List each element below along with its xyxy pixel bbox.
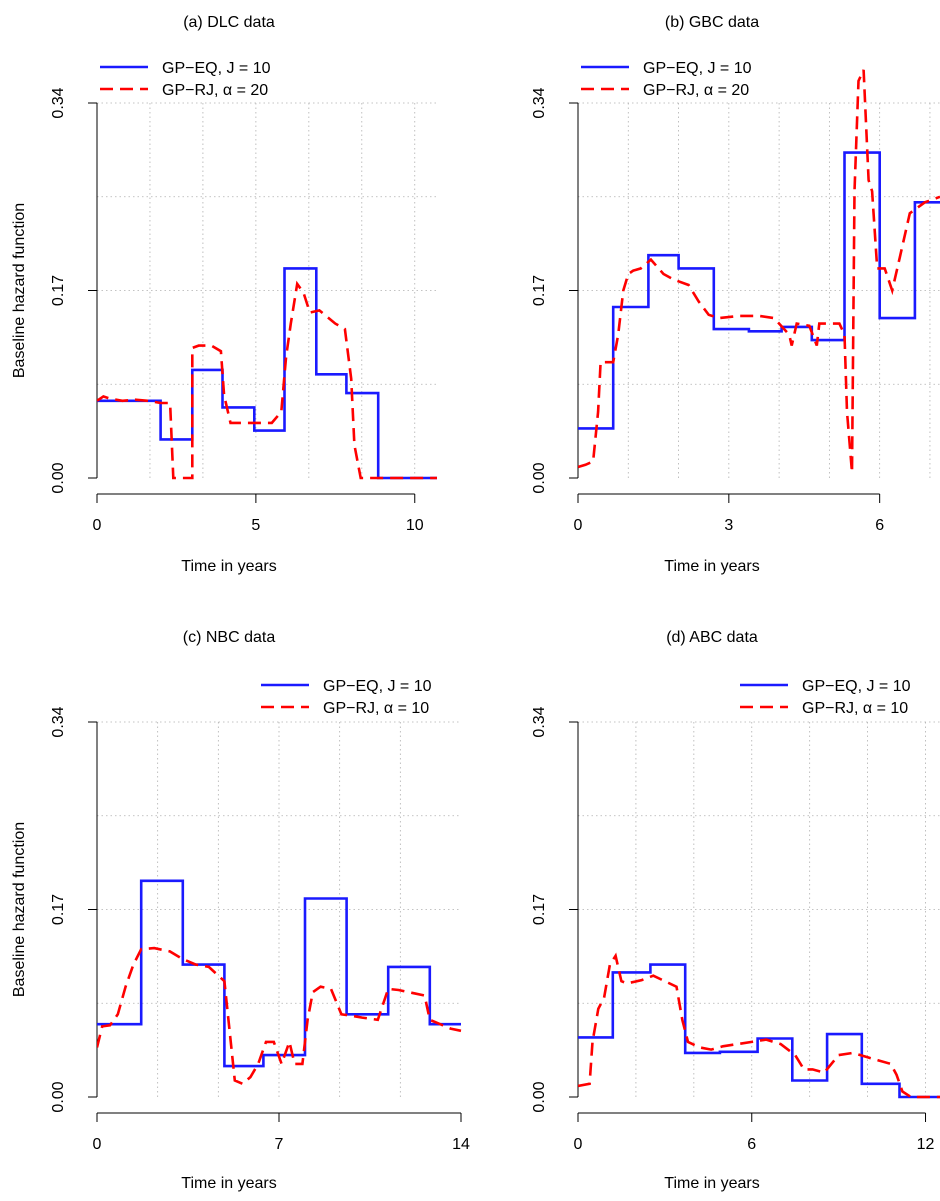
series-line-gp-eq (578, 151, 940, 430)
chart-panel-1: (a) DLC data 0.00 0.17 0.34 0 5 10 Time in year… (11, 14, 437, 575)
x-axis (577, 1112, 927, 1122)
series-group (97, 267, 437, 480)
series-line-gp-rj (578, 69, 940, 473)
x-tick-label: 7 (275, 1136, 284, 1153)
y-tick-label: 0.17 (531, 275, 548, 306)
x-tick-label: 6 (875, 517, 884, 534)
chart-title: (a) DLC data (183, 14, 275, 31)
x-axis (96, 1112, 462, 1122)
y-axis (569, 721, 579, 1098)
gridlines (97, 102, 437, 478)
legend: GP−EQ, J = 10 GP−RJ, α = 20 (581, 60, 752, 99)
x-axis (96, 493, 416, 503)
x-tick-label: 0 (93, 1136, 102, 1153)
series-group (578, 952, 940, 1099)
y-tick-label: 0.34 (50, 706, 67, 737)
x-axis-label: Time in years (181, 1175, 276, 1192)
series-line-gp-rj (578, 952, 940, 1099)
series-line-gp-eq (578, 963, 940, 1099)
gridlines (578, 102, 940, 478)
y-tick-label: 0.00 (531, 462, 548, 493)
legend-label: GP−RJ, α = 20 (643, 82, 749, 99)
y-axis-label: Baseline hazard function (11, 822, 28, 997)
series-line-gp-eq (97, 267, 437, 480)
gridlines (97, 721, 461, 1097)
legend-label: GP−EQ, J = 10 (323, 678, 432, 695)
legend-label: GP−RJ, α = 10 (323, 700, 429, 717)
x-axis-label: Time in years (181, 558, 276, 575)
y-axis-label: Baseline hazard function (11, 203, 28, 378)
x-tick-label: 3 (724, 517, 733, 534)
chart-title: (c) NBC data (183, 629, 276, 646)
chart-panel-3: (c) NBC data 0.00 0.17 0.34 0 7 14 Time in year… (11, 629, 470, 1192)
legend-label: GP−EQ, J = 10 (802, 678, 911, 695)
legend-label: GP−RJ, α = 10 (802, 700, 908, 717)
chart-panel-4: (d) ABC data 0.00 0.17 0.34 0 6 12 Time in year… (531, 629, 940, 1192)
x-tick-label: 0 (93, 517, 102, 534)
x-axis-label: Time in years (664, 558, 759, 575)
y-axis (569, 102, 579, 479)
legend-label: GP−RJ, α = 20 (162, 82, 268, 99)
x-tick-label: 5 (251, 517, 260, 534)
y-tick-label: 0.34 (531, 87, 548, 118)
y-tick-label: 0.00 (50, 1081, 67, 1112)
legend: GP−EQ, J = 10 GP−RJ, α = 20 (100, 60, 271, 99)
y-tick-label: 0.00 (50, 462, 67, 493)
x-tick-label: 0 (574, 1136, 583, 1153)
x-tick-label: 0 (574, 517, 583, 534)
legend: GP−EQ, J = 10 GP−RJ, α = 10 (740, 678, 911, 717)
y-tick-label: 0.34 (531, 706, 548, 737)
x-axis (577, 493, 881, 503)
y-tick-label: 0.17 (531, 894, 548, 925)
chart-title: (d) ABC data (666, 629, 758, 646)
x-tick-label: 14 (452, 1136, 470, 1153)
y-axis (88, 721, 98, 1098)
x-tick-label: 10 (406, 517, 424, 534)
chart-title: (b) GBC data (665, 14, 759, 31)
series-group (578, 69, 940, 473)
y-tick-label: 0.17 (50, 894, 67, 925)
x-tick-label: 6 (747, 1136, 756, 1153)
series-line-gp-rj (97, 280, 437, 480)
y-tick-label: 0.00 (531, 1081, 548, 1112)
y-tick-label: 0.17 (50, 275, 67, 306)
legend: GP−EQ, J = 10 GP−RJ, α = 10 (261, 678, 432, 717)
series-line-gp-rj (97, 946, 462, 1086)
gridlines (578, 721, 940, 1097)
series-group (97, 879, 462, 1086)
y-axis (88, 102, 98, 479)
legend-label: GP−EQ, J = 10 (643, 60, 752, 77)
x-tick-label: 12 (917, 1136, 935, 1153)
legend-label: GP−EQ, J = 10 (162, 60, 271, 77)
chart-panel-2: (b) GBC data 0.00 0.17 0.34 0 3 6 Time in years… (531, 14, 940, 575)
x-axis-label: Time in years (664, 1175, 759, 1192)
y-tick-label: 0.34 (50, 87, 67, 118)
